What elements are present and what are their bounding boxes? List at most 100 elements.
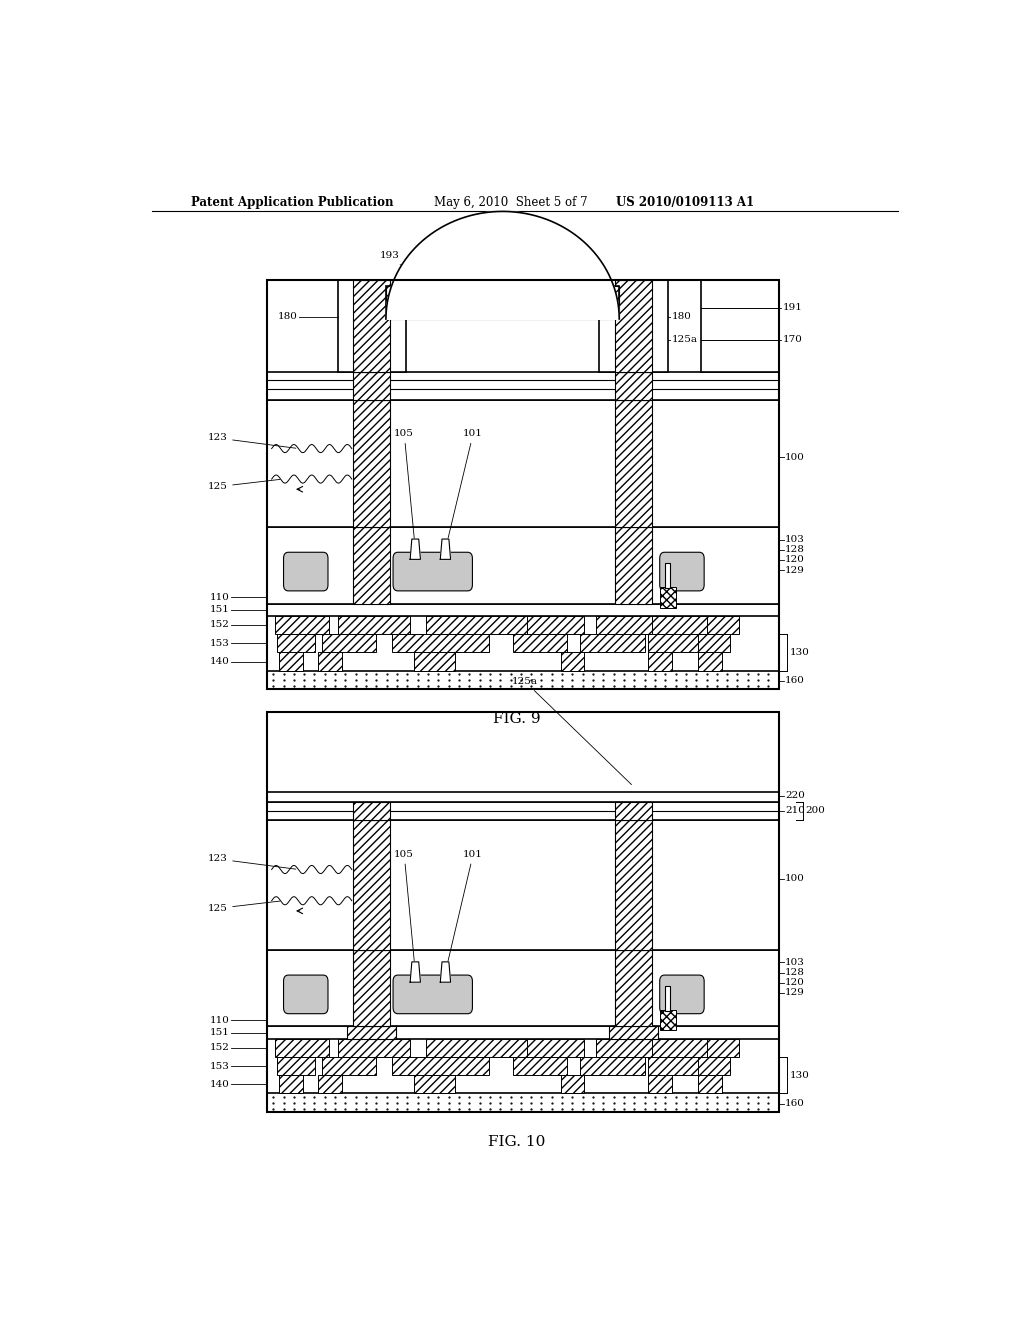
Bar <box>615 820 652 950</box>
Bar <box>648 1057 699 1076</box>
Bar <box>652 615 709 634</box>
Bar <box>274 1039 329 1057</box>
Text: 103: 103 <box>785 535 805 544</box>
Bar <box>322 634 376 652</box>
Text: 125: 125 <box>207 479 280 491</box>
Text: 153: 153 <box>210 639 229 648</box>
Text: 200: 200 <box>806 807 825 816</box>
Text: 120: 120 <box>785 556 805 565</box>
Text: 170: 170 <box>782 335 803 345</box>
FancyBboxPatch shape <box>659 975 705 1014</box>
Bar <box>615 801 652 820</box>
Text: 110: 110 <box>210 593 229 602</box>
Bar <box>615 950 652 1027</box>
Text: 105: 105 <box>394 429 415 546</box>
Bar <box>659 1010 676 1031</box>
Bar <box>353 400 390 528</box>
Bar <box>338 1039 410 1057</box>
Bar <box>648 634 699 652</box>
Bar <box>386 286 620 319</box>
Text: 130: 130 <box>790 1071 810 1080</box>
Bar <box>267 792 778 801</box>
Text: 151: 151 <box>210 1028 229 1038</box>
Text: US 2010/0109113 A1: US 2010/0109113 A1 <box>616 195 755 209</box>
Bar <box>560 1076 585 1093</box>
Bar <box>697 1076 722 1093</box>
Text: 160: 160 <box>785 1100 805 1109</box>
Bar <box>353 950 390 1027</box>
Text: 101: 101 <box>446 850 483 969</box>
Bar <box>414 652 455 671</box>
Bar <box>353 528 390 603</box>
Bar <box>659 587 676 607</box>
Text: May 6, 2010  Sheet 5 of 7: May 6, 2010 Sheet 5 of 7 <box>433 195 587 209</box>
Text: 129: 129 <box>785 989 805 998</box>
Polygon shape <box>411 962 421 982</box>
Bar <box>708 1039 739 1057</box>
Bar <box>666 986 670 1011</box>
Bar <box>353 280 390 372</box>
Bar <box>615 400 652 528</box>
Text: 180: 180 <box>672 313 691 322</box>
Bar <box>652 1039 709 1057</box>
Bar <box>279 652 303 671</box>
Text: 152: 152 <box>210 1043 229 1052</box>
Text: 125a: 125a <box>672 335 697 345</box>
Bar <box>596 1039 664 1057</box>
Bar <box>615 528 652 603</box>
Bar <box>697 652 722 671</box>
Bar <box>581 634 645 652</box>
Bar <box>353 801 390 820</box>
FancyBboxPatch shape <box>659 552 705 591</box>
Bar <box>697 634 729 652</box>
Bar <box>318 652 342 671</box>
Text: 101: 101 <box>446 429 483 546</box>
Bar <box>513 1057 567 1076</box>
Bar <box>267 528 778 603</box>
Bar <box>267 801 778 820</box>
Text: 152: 152 <box>210 620 229 630</box>
Bar <box>527 1039 585 1057</box>
Text: 100: 100 <box>785 453 805 462</box>
Bar <box>267 950 778 1027</box>
Bar <box>353 372 390 400</box>
Text: 220: 220 <box>785 791 805 800</box>
Bar <box>615 372 652 400</box>
Bar <box>267 280 778 689</box>
Text: 160: 160 <box>785 676 805 685</box>
Bar <box>267 603 778 615</box>
Bar <box>267 372 778 400</box>
Text: 210: 210 <box>785 807 805 816</box>
Bar <box>278 1057 315 1076</box>
FancyBboxPatch shape <box>393 552 472 591</box>
Bar <box>267 400 778 528</box>
Bar <box>697 1057 729 1076</box>
Text: 128: 128 <box>785 968 805 977</box>
Bar <box>267 713 778 1111</box>
Text: 193: 193 <box>380 251 442 302</box>
Text: 110: 110 <box>210 1016 229 1024</box>
Text: 123: 123 <box>207 854 296 869</box>
FancyBboxPatch shape <box>284 552 328 591</box>
Bar <box>426 1039 530 1057</box>
Bar <box>426 615 530 634</box>
Bar <box>322 1057 376 1076</box>
Text: FIG. 9: FIG. 9 <box>493 713 541 726</box>
Bar <box>609 1027 658 1039</box>
Bar <box>267 1027 778 1039</box>
Text: FIG. 10: FIG. 10 <box>488 1135 546 1150</box>
Text: 195: 195 <box>480 243 501 251</box>
Bar <box>318 1076 342 1093</box>
Polygon shape <box>411 539 421 560</box>
Bar <box>581 1057 645 1076</box>
Bar <box>414 1076 455 1093</box>
Bar <box>386 286 620 319</box>
Text: 105: 105 <box>394 850 415 969</box>
Bar <box>338 615 410 634</box>
Bar <box>392 1057 489 1076</box>
Text: 100: 100 <box>785 874 805 883</box>
Bar <box>527 615 585 634</box>
Text: 125: 125 <box>207 902 280 913</box>
Text: 140: 140 <box>210 1080 229 1089</box>
Polygon shape <box>386 211 620 319</box>
